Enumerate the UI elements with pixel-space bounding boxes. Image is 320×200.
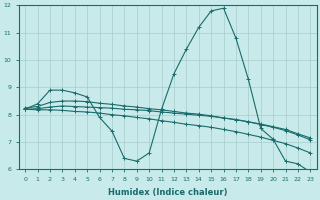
X-axis label: Humidex (Indice chaleur): Humidex (Indice chaleur) — [108, 188, 228, 197]
